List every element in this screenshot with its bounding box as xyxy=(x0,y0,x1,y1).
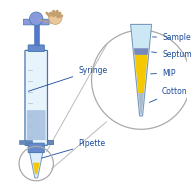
FancyBboxPatch shape xyxy=(28,143,44,153)
Bar xyxy=(47,140,53,144)
Polygon shape xyxy=(132,25,151,48)
Text: Septum: Septum xyxy=(152,50,192,59)
Polygon shape xyxy=(33,163,40,174)
FancyBboxPatch shape xyxy=(28,45,44,52)
Polygon shape xyxy=(131,24,152,116)
Bar xyxy=(47,140,53,144)
Text: Pipette: Pipette xyxy=(42,139,105,158)
Polygon shape xyxy=(135,55,148,93)
Polygon shape xyxy=(138,93,144,114)
Polygon shape xyxy=(30,152,43,178)
FancyBboxPatch shape xyxy=(25,50,47,145)
FancyBboxPatch shape xyxy=(27,110,46,140)
Text: Syringe: Syringe xyxy=(28,66,107,91)
Bar xyxy=(26,140,32,144)
Text: Cotton: Cotton xyxy=(149,87,188,102)
Text: MIP: MIP xyxy=(151,69,176,77)
Circle shape xyxy=(30,12,43,25)
Polygon shape xyxy=(134,48,148,55)
Bar xyxy=(34,24,39,45)
Text: Sample: Sample xyxy=(152,33,191,42)
Bar xyxy=(19,140,26,144)
FancyBboxPatch shape xyxy=(23,19,49,25)
Circle shape xyxy=(49,11,62,24)
